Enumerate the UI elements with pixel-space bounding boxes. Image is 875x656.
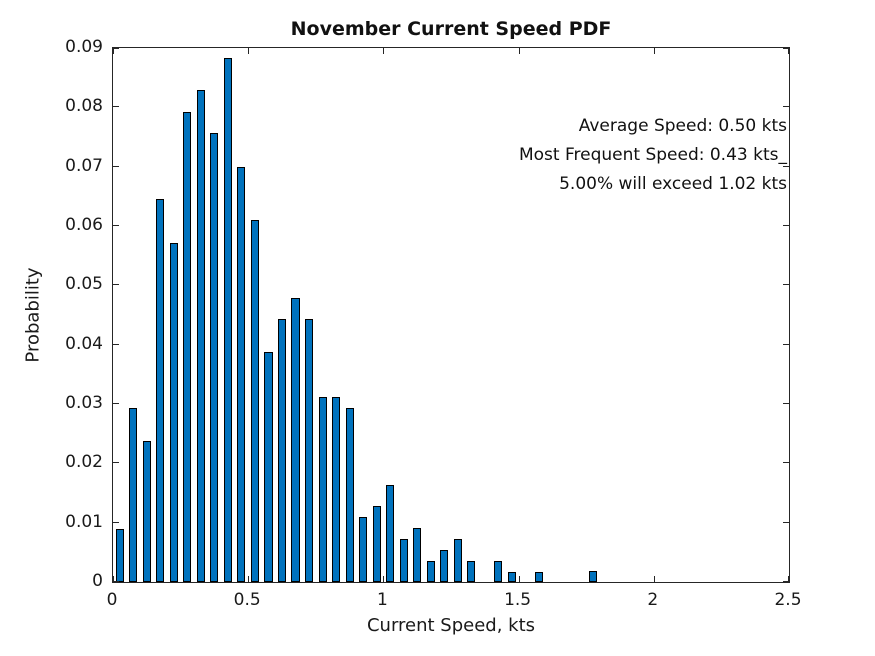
histogram-bar [223,57,232,582]
axis-tick [783,225,789,226]
histogram-bar [304,319,314,582]
axis-tick [783,403,789,404]
x-tick-label: 2.5 [774,590,802,610]
histogram-bar [399,539,408,582]
x-tick-label: 0 [106,590,118,610]
histogram-bar [494,561,503,582]
chart-title: November Current Speed PDF [290,18,612,40]
axis-tick [383,48,385,54]
annotation-most-frequent-speed: Most Frequent Speed: 0.43 kts_ [518,145,787,165]
axis-tick [113,521,119,523]
axis-tick [383,576,385,582]
axis-tick [113,403,119,404]
y-tick-label: 0.01 [65,511,103,532]
axis-tick [783,106,789,108]
histogram-bar [588,571,597,582]
histogram-bar [318,396,327,582]
histogram-bar [115,528,124,582]
axis-tick [113,343,119,345]
axis-tick [783,462,789,464]
axis-tick [113,462,119,464]
stats-annotation: Average Speed: 0.50 kts Most Frequent Sp… [519,112,787,199]
histogram-bar [129,407,138,582]
axis-tick [653,48,655,54]
histogram-bar [453,539,462,582]
axis-tick [518,576,520,582]
histogram-bar [142,440,151,582]
axis-tick [788,576,789,582]
axis-tick [113,48,114,54]
histogram-bar [467,561,476,582]
histogram-bar [426,561,435,582]
histogram-bar [277,319,287,582]
histogram-bar [196,90,205,582]
annotation-average-speed: Average Speed: 0.50 kts [578,116,787,136]
histogram-bar [534,571,543,582]
axis-tick [783,343,789,345]
histogram-bar [291,297,300,582]
axis-tick [113,284,119,286]
axis-tick [783,165,789,167]
axis-tick [783,284,789,286]
histogram-bar [507,571,516,582]
histogram-bar [386,484,395,582]
axis-tick [113,576,114,582]
axis-tick [783,581,789,582]
x-tick-label: 0.5 [233,590,261,610]
axis-tick [248,576,250,582]
y-tick-label: 0.06 [65,215,103,235]
axis-tick [113,165,119,167]
y-tick-label: 0.08 [65,96,103,117]
histogram-bar [359,516,368,582]
histogram-bar [169,242,178,582]
axis-tick [653,576,655,582]
histogram-bar [156,198,165,582]
histogram-bar [210,133,219,582]
histogram-bar [440,549,449,582]
annotation-exceedance: 5.00% will exceed 1.02 kts [559,174,787,194]
y-tick-label: 0.05 [65,274,103,295]
axis-tick [113,225,119,226]
x-tick-label: 2 [647,590,659,610]
histogram-bar [183,112,192,582]
histogram-bar [237,166,246,582]
histogram-bar [250,220,259,582]
axis-tick [248,48,250,54]
x-tick-label: 1 [376,590,388,610]
histogram-bar [372,506,381,582]
y-tick-label: 0.09 [65,37,103,57]
x-tick-label: 1.5 [504,590,532,610]
axis-tick [518,48,520,54]
axis-tick [788,48,789,54]
histogram-bar [345,407,354,582]
y-tick-label: 0.03 [65,393,103,413]
axis-tick [113,581,119,582]
axis-tick [113,106,119,108]
y-tick-label: 0.02 [65,452,103,473]
y-tick-label: 0.07 [65,155,103,176]
axis-tick [783,48,789,49]
histogram-bar [413,528,422,582]
y-tick-label: 0 [92,571,103,591]
y-tick-label: 0.04 [65,333,103,354]
axis-tick [783,521,789,523]
plot-area: Average Speed: 0.50 kts Most Frequent Sp… [112,47,790,583]
histogram-bar [264,351,273,582]
axis-tick [113,48,119,49]
histogram-bar [332,396,341,582]
x-axis-label: Current Speed, kts [366,615,536,636]
